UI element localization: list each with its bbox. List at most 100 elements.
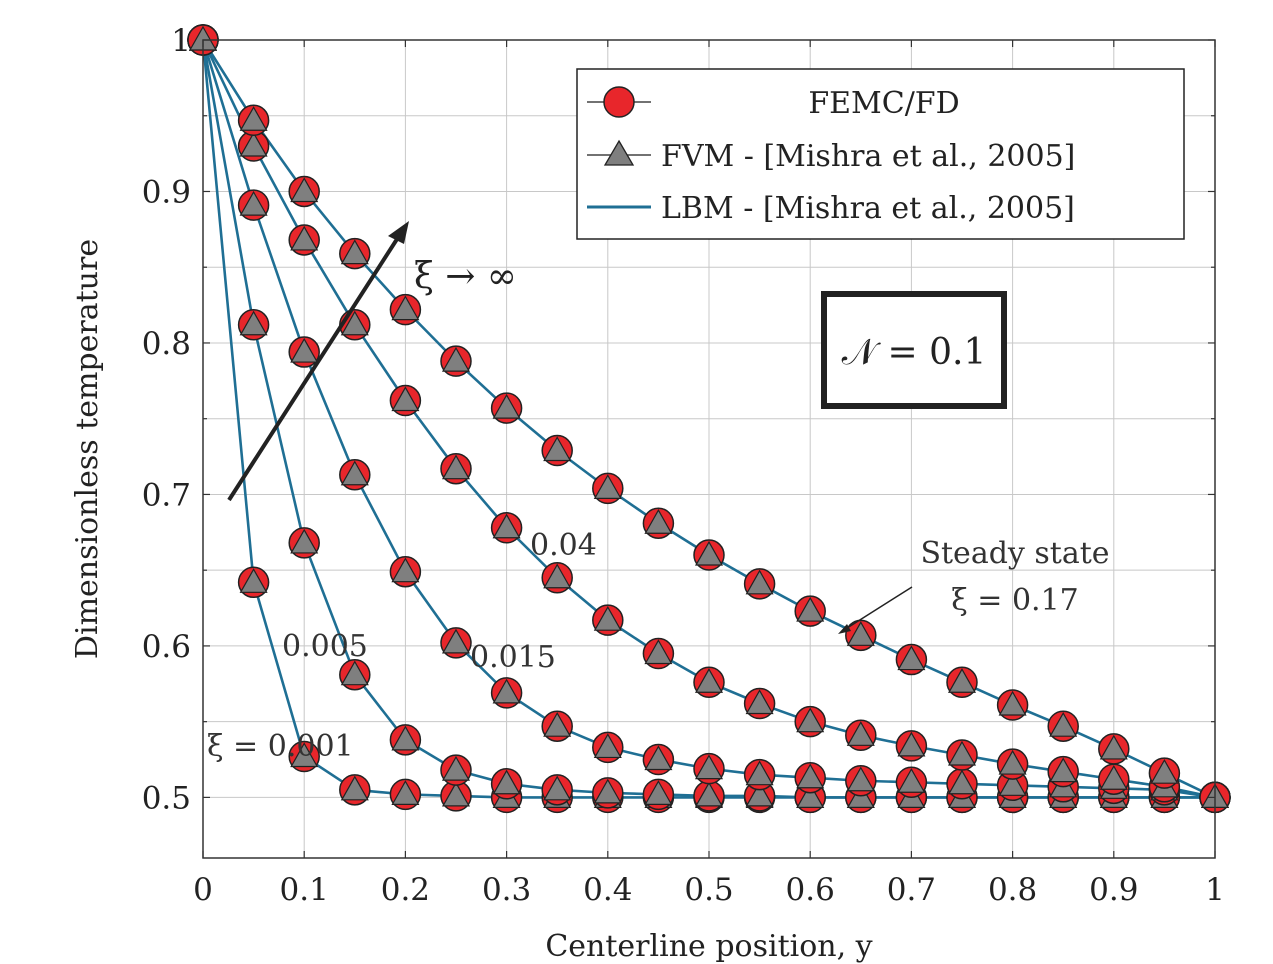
fvm-point xyxy=(846,621,875,646)
fvm-point xyxy=(391,295,420,321)
legend-entry-lbm: LBM - [Mishra et al., 2005] xyxy=(587,191,1075,226)
y-tick-label: 0.9 xyxy=(142,174,191,210)
fvm-point xyxy=(1049,757,1078,783)
fvm-point xyxy=(441,781,471,807)
axis-ticks: 0 0.1 0.2 0.3 0.4 0.5 0.6 0.7 0.8 0.9 1 0.5 0.6 0.7 0.… xyxy=(142,23,1225,908)
fvm-point xyxy=(644,509,673,534)
fvm-point xyxy=(796,707,825,733)
fvm-point xyxy=(239,568,268,593)
fvm-point xyxy=(239,131,268,157)
fvm-point xyxy=(796,783,825,809)
fvm-point xyxy=(492,769,521,795)
fvm-point xyxy=(239,310,268,336)
fvm-point xyxy=(846,766,875,792)
x-tick-label: 0.7 xyxy=(887,872,936,908)
legend-label-fvm: FVM - [Mishra et al., 2005] xyxy=(661,139,1075,174)
legend-entry-fvm: FVM - [Mishra et al., 2005] xyxy=(587,139,1075,174)
x-tick-label: 0.2 xyxy=(381,872,430,908)
fvm-point xyxy=(947,769,977,795)
fvm-point xyxy=(290,177,319,203)
legend: FEMC/FD FVM - [Mishra et al., 2005] LBM … xyxy=(576,68,1185,240)
fvm-point xyxy=(239,106,268,131)
fvm-point xyxy=(290,337,319,363)
fvm-point xyxy=(998,749,1027,775)
legend-triangle-marker xyxy=(603,139,635,166)
annotation-xi-infinity: ξ → ∞ xyxy=(414,256,517,297)
fvm-point xyxy=(391,725,420,751)
fvm-point xyxy=(644,745,673,771)
y-tick-label: 1 xyxy=(171,23,191,59)
xi-arrow xyxy=(227,221,409,502)
fvm-point xyxy=(340,239,369,265)
fvm-point xyxy=(391,780,420,805)
steady-state-pointer xyxy=(838,586,913,634)
fvm-point xyxy=(543,775,572,801)
x-tick-label: 0 xyxy=(193,872,213,908)
x-tick-label: 0.8 xyxy=(988,872,1037,908)
annotation-xi-017: ξ = 0.17 xyxy=(951,583,1079,618)
fvm-point xyxy=(290,528,319,554)
fvm-point xyxy=(441,454,471,480)
annotation-004: 0.04 xyxy=(530,528,597,563)
fvm-point xyxy=(1099,734,1128,760)
fvm-point xyxy=(947,668,977,693)
fvm-point xyxy=(391,557,420,583)
fvm-point xyxy=(796,763,825,789)
fvm-point xyxy=(745,569,774,595)
fvm-point xyxy=(1049,711,1078,737)
x-tick-label: 0.6 xyxy=(786,872,835,908)
fvm-point xyxy=(492,513,521,539)
x-axis-title: Centerline position, y xyxy=(545,929,872,964)
legend-circle-marker xyxy=(603,86,635,118)
fvm-point xyxy=(745,760,774,786)
legend-label-femc: FEMC/FD xyxy=(808,86,959,121)
fvm-point xyxy=(441,346,471,372)
fvm-point xyxy=(290,225,319,251)
fvm-point xyxy=(694,668,724,693)
fvm-point xyxy=(846,721,875,746)
x-tick-label: 0.1 xyxy=(280,872,329,908)
annotation-0005: 0.005 xyxy=(282,629,368,664)
fvm-point xyxy=(340,775,369,801)
fvm-point xyxy=(239,190,268,216)
legend-entry-femc: FEMC/FD xyxy=(587,86,960,121)
fvm-point xyxy=(593,605,622,631)
fvm-point xyxy=(694,781,724,807)
fvm-point xyxy=(644,639,673,665)
fvm-point xyxy=(694,754,724,780)
fvm-point xyxy=(745,781,774,807)
marker-layer xyxy=(187,24,1231,814)
fvm-point xyxy=(644,780,673,805)
fvm-point xyxy=(593,733,622,759)
annotation-steady-state: Steady state xyxy=(920,536,1109,571)
fvm-point xyxy=(998,771,1027,796)
fvm-point xyxy=(441,628,471,654)
fvm-point xyxy=(340,310,369,336)
x-tick-label: 0.9 xyxy=(1089,872,1138,908)
fvm-point xyxy=(492,393,521,419)
fvm-point xyxy=(897,768,926,793)
fvm-point xyxy=(796,596,825,622)
annotation-0015: 0.015 xyxy=(470,640,556,675)
x-tick-label: 0.5 xyxy=(684,872,733,908)
x-tick-label: 1 xyxy=(1205,872,1225,908)
legend-box xyxy=(576,68,1185,240)
fvm-point xyxy=(391,386,420,412)
fvm-point xyxy=(441,755,471,781)
fvm-point xyxy=(340,460,369,486)
y-tick-label: 0.7 xyxy=(142,477,191,513)
fvm-point xyxy=(593,778,622,804)
fvm-point xyxy=(897,731,926,757)
fvm-point xyxy=(290,742,319,768)
fvm-point xyxy=(340,660,369,686)
legend-label-lbm: LBM - [Mishra et al., 2005] xyxy=(661,191,1075,226)
annotation-n-value: 𝒩 = 0.1 xyxy=(842,332,987,373)
x-tick-label: 0.4 xyxy=(583,872,632,908)
fvm-point xyxy=(998,690,1027,716)
fvm-point xyxy=(543,436,572,462)
y-tick-label: 0.6 xyxy=(142,629,191,665)
x-tick-label: 0.3 xyxy=(482,872,531,908)
fvm-point xyxy=(1150,758,1179,784)
fvm-point xyxy=(543,711,572,737)
